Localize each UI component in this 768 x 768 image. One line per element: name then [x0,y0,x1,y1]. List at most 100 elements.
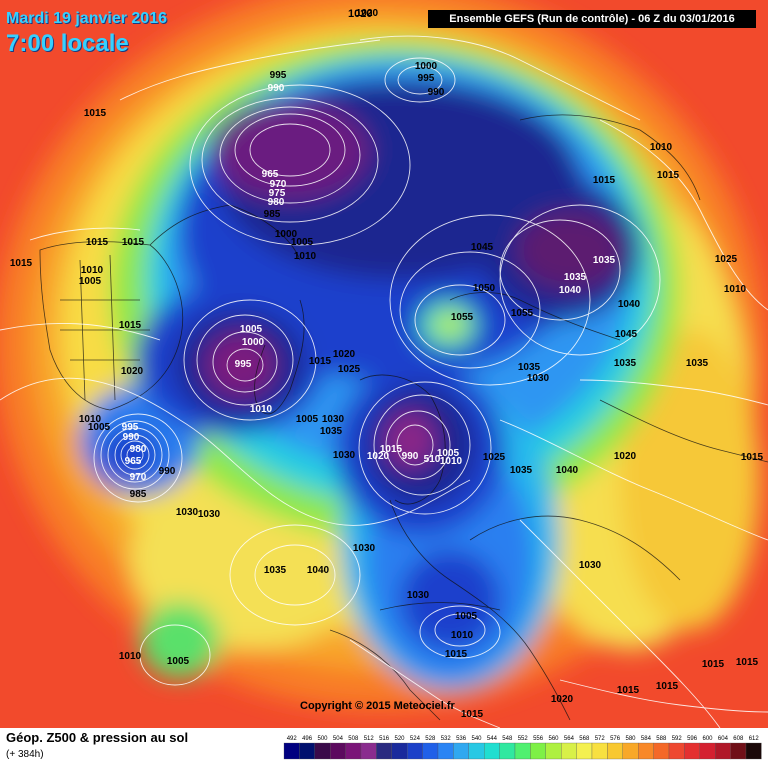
legend-swatch [376,742,392,760]
pressure-label: 1030 [527,373,550,384]
legend-label: 520 [394,736,405,742]
pressure-label: 1000 [415,61,438,72]
pressure-label: 1045 [615,329,638,340]
pressure-label: 975 [269,188,286,199]
pressure-label: 1035 [614,358,637,369]
pressure-labels: 9959901000995990965970975980985100010051… [10,8,764,720]
legend-swatch [360,742,377,760]
pressure-label: 1035 [564,272,587,283]
pressure-label: 1005 [296,414,319,425]
pressure-label: 1000 [242,337,265,348]
pressure-label: 1055 [511,308,534,319]
pressure-label: 1010 [119,651,142,662]
pressure-label: 1015 [309,356,332,367]
pressure-label: 990 [268,83,285,94]
pressure-label: 1020 [614,451,637,462]
forecast-time: 7:00 locale [6,30,129,57]
legend-swatches [283,742,762,760]
pressure-label: 1025 [483,452,506,463]
pressure-label: 1015 [461,709,484,720]
pressure-label: 995 [418,73,435,84]
pressure-label: 970 [270,179,287,190]
legend-label: 580 [625,736,636,742]
forecast-range: (+ 384h) [6,749,44,760]
legend-swatch [622,742,639,760]
legend-swatch [545,742,562,760]
pressure-label: 1030 [333,450,356,461]
pressure-label: 1040 [307,565,330,576]
z500-color-field [0,0,765,710]
pressure-label: 1020 [551,694,574,705]
pressure-label: 1010 [440,456,463,467]
pressure-label: 1015 [84,108,107,119]
legend-label: 556 [533,736,544,742]
legend-label: 516 [379,736,390,742]
legend-swatch [745,742,762,760]
legend-swatch [330,742,346,760]
pressure-label: 1015 [617,685,640,696]
pressure-label: 1035 [510,465,533,476]
pressure-label: 1035 [518,362,541,373]
pressure-label: 1030 [322,414,345,425]
pressure-label: 990 [159,466,176,477]
pressure-label: 1005 [437,448,460,459]
legend-label: 544 [487,736,498,742]
pressure-label: 1005 [240,324,263,335]
isobars [0,35,768,728]
pressure-label: 1035 [686,358,709,369]
pressure-label: 1030 [176,507,199,518]
legend-swatch [561,742,577,760]
pressure-label: 1020 [367,451,390,462]
pressure-label: 1010 [79,414,102,425]
pressure-label: 1010 [451,630,474,641]
legend-swatch [715,742,731,760]
legend-label: 560 [548,736,559,742]
pressure-label: 1005 [291,237,314,248]
pressure-label: 510 [424,454,441,465]
pressure-label: 985 [130,489,147,500]
legend-label: 568 [579,736,590,742]
legend-label: 500 [317,736,328,742]
pressure-label: 1015 [119,320,142,331]
pressure-label: 1015 [736,657,759,668]
pressure-label: 990 [402,451,419,462]
pressure-label: 1030 [198,509,221,520]
chart-title: Géop. Z500 & pression au sol [6,730,189,745]
pressure-label: 1015 [122,237,145,248]
legend-label: 576 [610,736,621,742]
legend-swatch [576,742,593,760]
pressure-label: 980 [130,444,147,455]
top-pressure-label: 1020 [348,8,373,20]
pressure-label: 1050 [473,283,496,294]
pressure-label: 980 [268,197,285,208]
legend-swatch [730,742,747,760]
legend-label: 492 [287,736,298,742]
legend-swatch [391,742,408,760]
legend-label: 592 [672,736,683,742]
pressure-label: 1015 [593,175,616,186]
pressure-label: 1055 [451,312,474,323]
pressure-label: 1040 [559,285,582,296]
legend-label: 504 [333,736,344,742]
legend-label: 528 [425,736,436,742]
legend-label: 604 [718,736,729,742]
legend-label: 540 [471,736,482,742]
legend-swatch [453,742,469,760]
pressure-label: 1015 [656,681,679,692]
legend-swatch [684,742,700,760]
legend-swatch [530,742,546,760]
pressure-label: 970 [130,472,147,483]
pressure-label: 965 [262,169,279,180]
color-legend: 492 496 500 504 508 512 516 520 524 528 532 536 540 5… [283,736,762,760]
legend-labels: 492 496 500 504 508 512 516 520 524 528 532 536 540 5… [287,736,760,742]
geopotential-map: 9959901000995990965970975980985100010051… [0,0,768,728]
pressure-label: 1030 [407,590,430,601]
legend-label: 608 [733,736,744,742]
legend-label: 596 [687,736,698,742]
legend-swatch [607,742,623,760]
pressure-label: 1020 [121,366,144,377]
pressure-label: 995 [122,422,139,433]
pressure-label: 1040 [556,465,579,476]
legend-label: 524 [410,736,421,742]
